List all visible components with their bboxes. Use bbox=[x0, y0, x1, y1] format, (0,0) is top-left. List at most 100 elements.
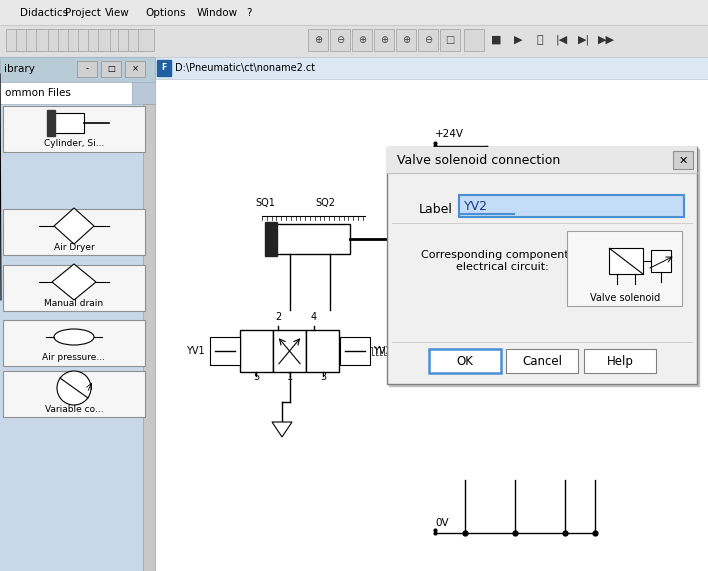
Text: ✕: ✕ bbox=[679, 155, 688, 166]
Bar bbox=[265, 222, 277, 256]
Bar bbox=[270, 224, 350, 254]
Text: ⊖: ⊖ bbox=[424, 35, 432, 45]
Text: Air Dryer: Air Dryer bbox=[54, 243, 94, 251]
Text: 0V: 0V bbox=[435, 518, 449, 528]
Text: Help: Help bbox=[607, 355, 633, 368]
Bar bbox=[125, 61, 145, 77]
Bar bbox=[584, 349, 656, 373]
Bar bbox=[143, 104, 155, 571]
Ellipse shape bbox=[54, 329, 94, 345]
Text: YV2: YV2 bbox=[373, 346, 392, 356]
Text: ⏸: ⏸ bbox=[537, 35, 543, 45]
Bar bbox=[464, 29, 484, 51]
Text: OK: OK bbox=[457, 355, 473, 368]
Text: 5: 5 bbox=[253, 372, 259, 382]
Bar bbox=[389, 150, 700, 387]
Text: ?: ? bbox=[246, 7, 252, 18]
Text: ■: ■ bbox=[491, 35, 501, 45]
Bar bbox=[308, 29, 328, 51]
Polygon shape bbox=[272, 422, 292, 437]
Text: 2: 2 bbox=[275, 312, 281, 322]
Text: ⊕: ⊕ bbox=[314, 35, 322, 45]
Text: ▶: ▶ bbox=[514, 35, 523, 45]
Bar bbox=[3, 127, 148, 145]
Bar bbox=[210, 337, 240, 365]
Bar bbox=[396, 29, 416, 51]
Bar bbox=[429, 349, 501, 373]
Bar bbox=[26, 29, 42, 51]
Bar bbox=[110, 29, 126, 51]
Bar bbox=[47, 110, 55, 136]
Text: +24V: +24V bbox=[435, 129, 464, 139]
Text: ⊕: ⊕ bbox=[358, 35, 366, 45]
Text: ⊕: ⊕ bbox=[402, 35, 410, 45]
Bar bbox=[6, 29, 22, 51]
Bar bbox=[374, 29, 394, 51]
Text: |◀: |◀ bbox=[556, 35, 568, 45]
Text: Label: Label bbox=[418, 203, 452, 216]
Text: ⊕: ⊕ bbox=[380, 35, 388, 45]
Bar bbox=[118, 29, 134, 51]
Text: Window: Window bbox=[197, 7, 238, 18]
Text: Variable co...: Variable co... bbox=[45, 404, 103, 413]
Bar bbox=[440, 29, 460, 51]
Text: ibrary: ibrary bbox=[4, 64, 35, 74]
Bar bbox=[306, 330, 339, 372]
Text: YV1: YV1 bbox=[186, 346, 205, 356]
Text: ▶|: ▶| bbox=[578, 35, 590, 45]
Text: □: □ bbox=[107, 65, 115, 74]
Bar bbox=[387, 147, 697, 384]
Text: ×: × bbox=[132, 65, 139, 74]
Text: Cylinder, Si...: Cylinder, Si... bbox=[44, 139, 104, 148]
Text: 1: 1 bbox=[287, 372, 293, 382]
Bar bbox=[273, 330, 306, 372]
Bar bbox=[36, 29, 52, 51]
Polygon shape bbox=[52, 264, 96, 300]
Bar bbox=[459, 195, 685, 218]
Bar bbox=[138, 29, 154, 51]
Circle shape bbox=[57, 371, 91, 405]
Text: Air pressure...: Air pressure... bbox=[42, 353, 105, 363]
Text: Options: Options bbox=[145, 7, 185, 18]
Bar bbox=[132, 82, 155, 104]
Bar bbox=[673, 151, 693, 170]
Text: ⊖: ⊖ bbox=[336, 35, 344, 45]
Text: ommon Files: ommon Files bbox=[5, 88, 71, 98]
Bar bbox=[3, 106, 148, 124]
Bar bbox=[0, 57, 155, 571]
Bar bbox=[16, 29, 32, 51]
Bar bbox=[88, 29, 104, 51]
Text: View: View bbox=[105, 7, 130, 18]
Bar bbox=[3, 320, 145, 366]
Bar bbox=[567, 231, 683, 306]
Bar bbox=[128, 29, 144, 51]
Bar bbox=[506, 349, 578, 373]
Bar bbox=[3, 106, 145, 152]
Bar bbox=[77, 61, 97, 77]
Bar bbox=[157, 60, 171, 76]
Bar bbox=[155, 57, 708, 79]
Bar bbox=[610, 248, 644, 274]
Bar bbox=[330, 29, 350, 51]
Text: Project: Project bbox=[65, 7, 101, 18]
Bar bbox=[101, 61, 121, 77]
Bar bbox=[0, 82, 132, 104]
Text: Cancel: Cancel bbox=[523, 355, 562, 368]
Bar bbox=[3, 265, 145, 311]
Bar bbox=[340, 337, 370, 365]
Text: Valve solenoid connection: Valve solenoid connection bbox=[397, 154, 561, 167]
Bar bbox=[418, 29, 438, 51]
Text: □: □ bbox=[445, 35, 455, 45]
Bar bbox=[387, 147, 697, 174]
Bar bbox=[54, 113, 84, 133]
Text: 3: 3 bbox=[490, 203, 496, 213]
Text: 3: 3 bbox=[320, 372, 326, 382]
Polygon shape bbox=[54, 208, 94, 244]
Text: D:\Pneumatic\ct\noname2.ct: D:\Pneumatic\ct\noname2.ct bbox=[175, 63, 315, 73]
Bar bbox=[78, 29, 94, 51]
Bar bbox=[48, 29, 64, 51]
Text: F: F bbox=[161, 63, 166, 73]
Bar bbox=[155, 79, 708, 571]
Bar bbox=[352, 29, 372, 51]
Text: Didactics: Didactics bbox=[20, 7, 68, 18]
